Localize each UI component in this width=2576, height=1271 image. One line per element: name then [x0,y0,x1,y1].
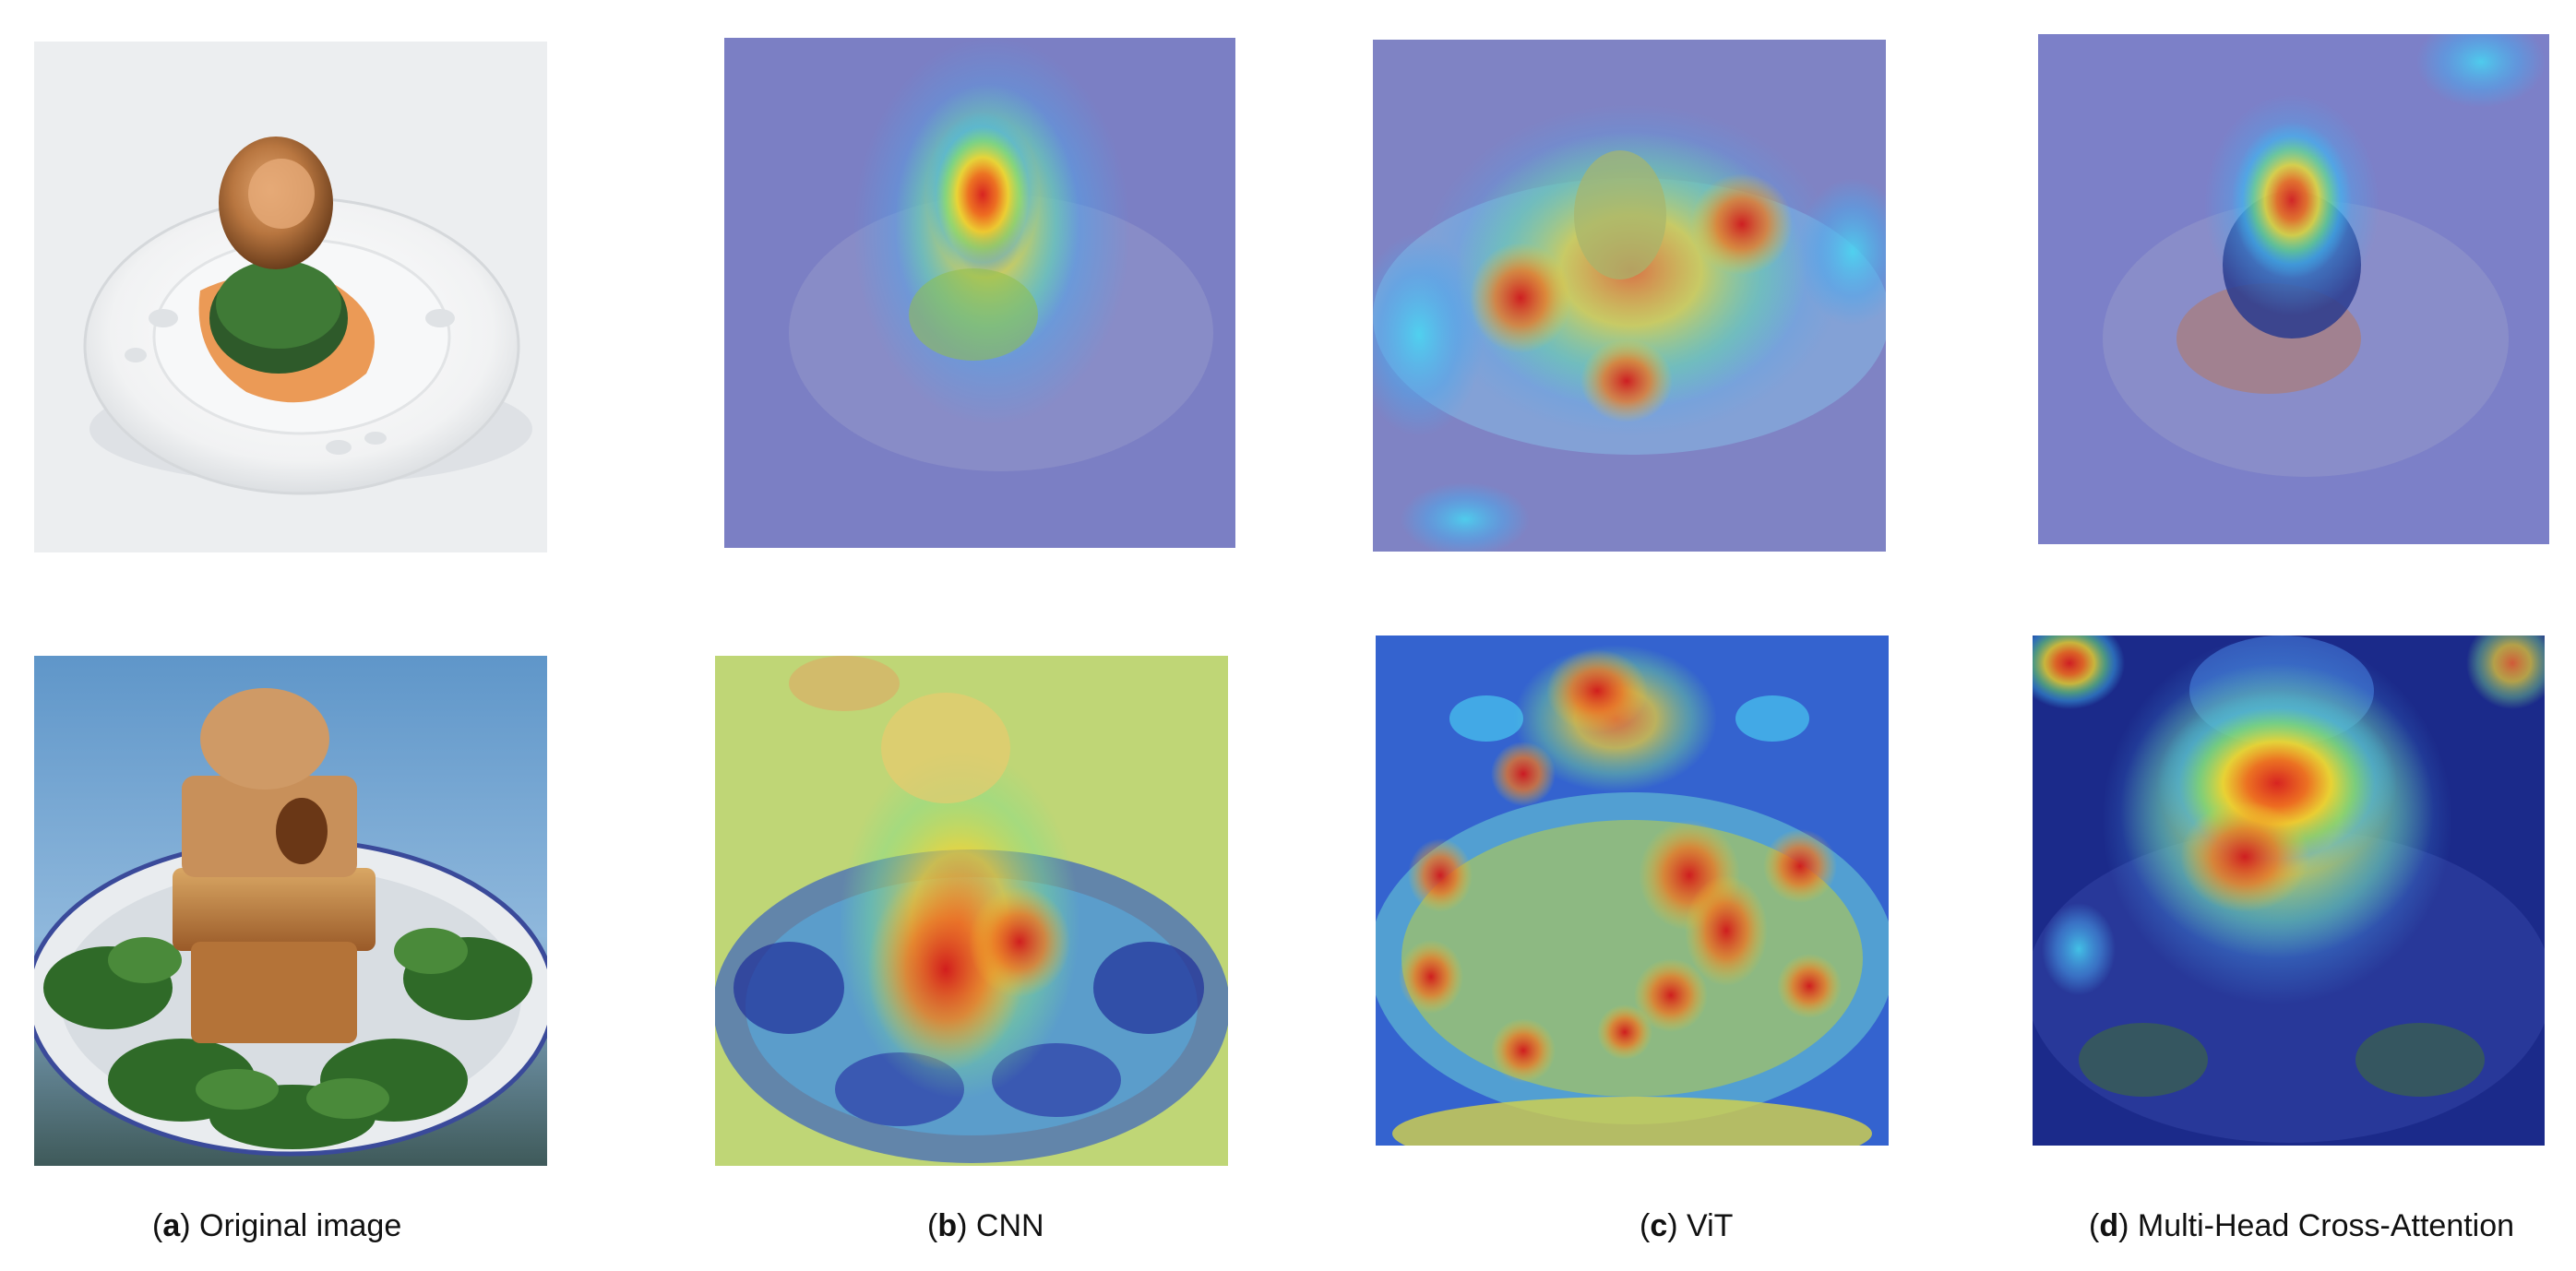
caption-d: (d) Multi-Head Cross-Attention [2089,1208,2515,1243]
vit-heatmap-abalone [1373,40,1886,552]
caption-b: (b) CNN [927,1208,1044,1243]
original-image-abalone [34,42,547,552]
caption-a: (a) Original image [152,1208,402,1243]
cnn-heatmap-abalone [724,38,1235,548]
cross-attention-heatmap-abalone [2038,34,2549,544]
cnn-heatmap-pork [715,656,1228,1166]
caption-c: (c) ViT [1640,1208,1734,1243]
vit-heatmap-pork [1376,636,1889,1146]
original-image-pork [34,656,547,1166]
cross-attention-heatmap-pork [2033,636,2545,1146]
